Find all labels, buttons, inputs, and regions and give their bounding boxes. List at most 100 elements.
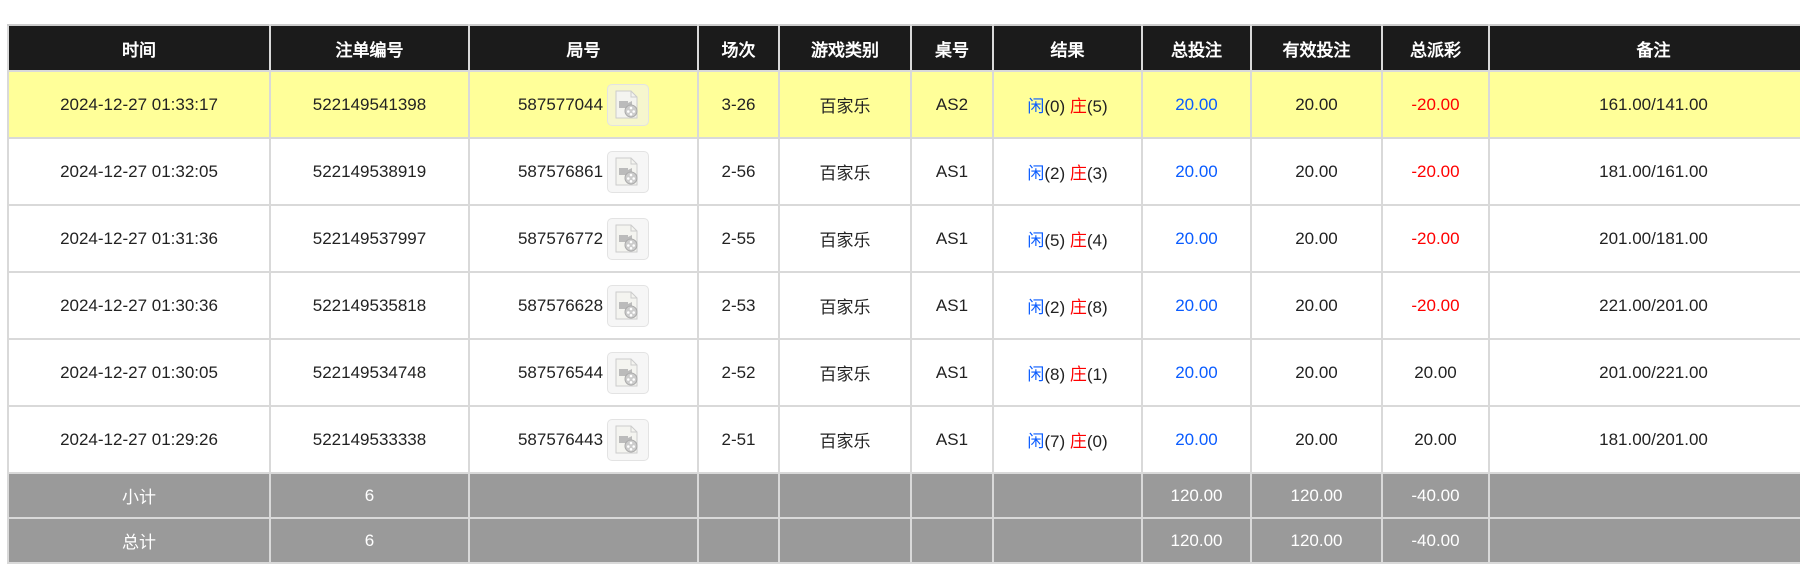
bet-id-cell: 522149534748 bbox=[269, 338, 470, 407]
time-cell: 2024-12-27 01:32:05 bbox=[7, 137, 271, 206]
video-replay-icon[interactable] bbox=[607, 83, 650, 126]
bet-id-cell: 522149533338 bbox=[269, 405, 470, 474]
round-number: 587576628 bbox=[517, 295, 604, 315]
empty-cell bbox=[992, 472, 1143, 519]
round-number: 587576443 bbox=[517, 429, 604, 449]
banker-label: 庄 bbox=[1069, 432, 1087, 451]
player-label: 闲 bbox=[1027, 164, 1045, 183]
total-label: 总计 bbox=[7, 517, 271, 564]
header-bet-id: 注单编号 bbox=[269, 24, 470, 72]
payout-cell: -20.00 bbox=[1381, 204, 1490, 273]
total-bet-cell: 20.00 bbox=[1141, 338, 1252, 407]
time-cell: 2024-12-27 01:31:36 bbox=[7, 204, 271, 273]
empty-cell bbox=[910, 517, 994, 564]
round-cell: 587576861 bbox=[468, 137, 699, 206]
time-cell: 2024-12-27 01:30:36 bbox=[7, 271, 271, 340]
empty-cell bbox=[697, 517, 780, 564]
player-label: 闲 bbox=[1027, 231, 1045, 250]
bet-id-cell: 522149538919 bbox=[269, 137, 470, 206]
table-row[interactable]: 2024-12-27 01:31:36 522149537997 5875767… bbox=[7, 204, 1800, 273]
table-cell: AS1 bbox=[910, 271, 994, 340]
valid-bet-cell: 20.00 bbox=[1250, 70, 1383, 139]
payout-cell: 20.00 bbox=[1381, 405, 1490, 474]
note-cell: 221.00/201.00 bbox=[1488, 271, 1800, 340]
table-cell: AS2 bbox=[910, 70, 994, 139]
player-score: (2) bbox=[1044, 164, 1066, 183]
header-note: 备注 bbox=[1488, 24, 1800, 72]
table-cell: AS1 bbox=[910, 405, 994, 474]
total-row: 总计 6 120.00 120.00 -40.00 bbox=[7, 517, 1800, 564]
video-replay-icon[interactable] bbox=[607, 351, 650, 394]
empty-cell bbox=[1488, 472, 1800, 519]
game-cell: 百家乐 bbox=[778, 338, 912, 407]
payout-cell: -20.00 bbox=[1381, 137, 1490, 206]
subtotal-count: 6 bbox=[269, 472, 470, 519]
note-cell: 181.00/161.00 bbox=[1488, 137, 1800, 206]
table-row[interactable]: 2024-12-27 01:32:05 522149538919 5875768… bbox=[7, 137, 1800, 206]
player-score: (8) bbox=[1044, 365, 1066, 384]
table-row[interactable]: 2024-12-27 01:30:36 522149535818 5875766… bbox=[7, 271, 1800, 340]
shoe-cell: 2-53 bbox=[697, 271, 780, 340]
shoe-cell: 2-51 bbox=[697, 405, 780, 474]
time-cell: 2024-12-27 01:30:05 bbox=[7, 338, 271, 407]
subtotal-valid-bet: 120.00 bbox=[1250, 472, 1383, 519]
round-cell: 587576628 bbox=[468, 271, 699, 340]
empty-cell bbox=[468, 472, 699, 519]
header-payout: 总派彩 bbox=[1381, 24, 1490, 72]
header-shoe: 场次 bbox=[697, 24, 780, 72]
empty-cell bbox=[778, 517, 912, 564]
subtotal-total-bet: 120.00 bbox=[1141, 472, 1252, 519]
result-cell: 闲(7) 庄(0) bbox=[992, 405, 1143, 474]
game-cell: 百家乐 bbox=[778, 204, 912, 273]
banker-score: (5) bbox=[1086, 97, 1108, 116]
video-replay-icon[interactable] bbox=[607, 217, 650, 260]
player-label: 闲 bbox=[1027, 97, 1045, 116]
empty-cell bbox=[468, 517, 699, 564]
empty-cell bbox=[910, 472, 994, 519]
table-row[interactable]: 2024-12-27 01:33:17 522149541398 5875770… bbox=[7, 70, 1800, 139]
round-number: 587577044 bbox=[517, 94, 604, 114]
header-valid-bet: 有效投注 bbox=[1250, 24, 1383, 72]
table-row[interactable]: 2024-12-27 01:30:05 522149534748 5875765… bbox=[7, 338, 1800, 407]
header-table: 桌号 bbox=[910, 24, 994, 72]
player-score: (7) bbox=[1044, 432, 1066, 451]
note-cell: 201.00/221.00 bbox=[1488, 338, 1800, 407]
round-number: 587576544 bbox=[517, 362, 604, 382]
empty-cell bbox=[778, 472, 912, 519]
header-round: 局号 bbox=[468, 24, 699, 72]
banker-label: 庄 bbox=[1069, 298, 1087, 317]
total-bet-cell: 20.00 bbox=[1141, 204, 1252, 273]
shoe-cell: 2-56 bbox=[697, 137, 780, 206]
video-replay-icon[interactable] bbox=[607, 284, 650, 327]
total-bet-cell: 20.00 bbox=[1141, 137, 1252, 206]
round-number: 587576861 bbox=[517, 161, 604, 181]
video-replay-icon[interactable] bbox=[607, 418, 650, 461]
subtotal-label: 小计 bbox=[7, 472, 271, 519]
total-bet-cell: 20.00 bbox=[1141, 271, 1252, 340]
banker-score: (8) bbox=[1086, 298, 1108, 317]
player-score: (5) bbox=[1044, 231, 1066, 250]
table-row[interactable]: 2024-12-27 01:29:26 522149533338 5875764… bbox=[7, 405, 1800, 474]
valid-bet-cell: 20.00 bbox=[1250, 271, 1383, 340]
banker-label: 庄 bbox=[1069, 97, 1087, 116]
shoe-cell: 2-52 bbox=[697, 338, 780, 407]
empty-cell bbox=[697, 472, 780, 519]
total-count: 6 bbox=[269, 517, 470, 564]
result-cell: 闲(5) 庄(4) bbox=[992, 204, 1143, 273]
result-cell: 闲(2) 庄(3) bbox=[992, 137, 1143, 206]
round-cell: 587577044 bbox=[468, 70, 699, 139]
subtotal-row: 小计 6 120.00 120.00 -40.00 bbox=[7, 472, 1800, 519]
banker-score: (4) bbox=[1086, 231, 1108, 250]
banker-score: (3) bbox=[1086, 164, 1108, 183]
video-replay-icon[interactable] bbox=[607, 150, 650, 193]
bet-id-cell: 522149537997 bbox=[269, 204, 470, 273]
header-time: 时间 bbox=[7, 24, 271, 72]
game-cell: 百家乐 bbox=[778, 70, 912, 139]
note-cell: 161.00/141.00 bbox=[1488, 70, 1800, 139]
subtotal-payout: -40.00 bbox=[1381, 472, 1490, 519]
total-bet-cell: 20.00 bbox=[1141, 405, 1252, 474]
game-cell: 百家乐 bbox=[778, 271, 912, 340]
banker-label: 庄 bbox=[1069, 164, 1087, 183]
table-cell: AS1 bbox=[910, 204, 994, 273]
round-cell: 587576544 bbox=[468, 338, 699, 407]
